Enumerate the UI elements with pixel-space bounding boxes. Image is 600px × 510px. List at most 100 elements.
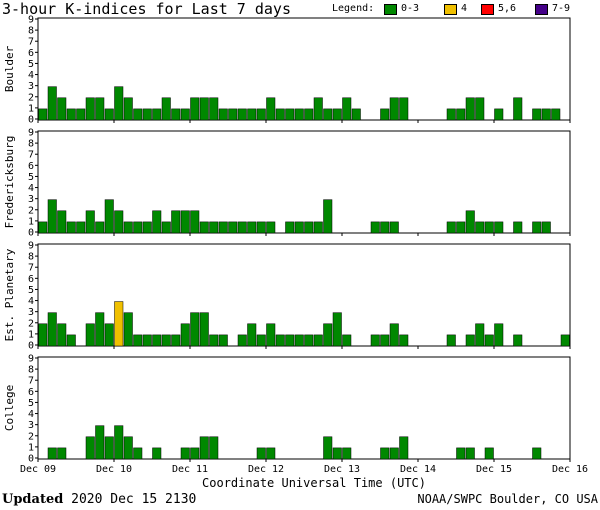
k-index-bar <box>85 436 95 460</box>
k-index-bar <box>133 221 143 234</box>
chart-title: 3-hour K-indices for Last 7 days <box>2 0 291 18</box>
k-index-bar <box>294 334 304 347</box>
k-index-bar <box>465 210 475 234</box>
k-index-bar <box>38 108 48 121</box>
k-index-bar <box>199 221 209 234</box>
y-tick-label: 8 <box>28 252 34 263</box>
k-index-bar <box>114 86 124 121</box>
k-index-bar <box>266 323 276 347</box>
k-index-bar <box>456 221 466 234</box>
k-index-bar <box>332 447 342 460</box>
k-index-bar <box>95 221 105 234</box>
y-tick-label: 6 <box>28 387 34 398</box>
legend-swatch-active <box>444 4 457 15</box>
y-tick-label: 4 <box>28 296 34 307</box>
k-index-bar <box>456 447 466 460</box>
y-tick-label: 9 <box>28 15 34 26</box>
k-index-bar <box>389 97 399 121</box>
k-index-bar <box>180 108 190 121</box>
station-label: Boulder <box>3 45 16 92</box>
k-index-bar <box>199 436 209 460</box>
k-index-bar <box>285 221 295 234</box>
legend-text-active: 4 <box>461 3 468 14</box>
k-index-bar <box>266 447 276 460</box>
k-index-bar <box>142 221 152 234</box>
k-index-bar <box>218 221 228 234</box>
k-index-bar <box>209 334 219 347</box>
k-index-bar <box>171 334 181 347</box>
k-index-bar <box>494 108 504 121</box>
k-index-bar <box>237 334 247 347</box>
y-tick-label: 2 <box>28 318 34 329</box>
y-tick-label: 0 <box>28 454 34 465</box>
k-index-bar <box>57 210 67 234</box>
y-tick-label: 1 <box>28 103 34 114</box>
k-index-bar <box>256 334 266 347</box>
y-tick-label: 0 <box>28 228 34 239</box>
k-index-bar <box>323 436 333 460</box>
k-index-bar <box>389 221 399 234</box>
k-index-bar <box>351 108 361 121</box>
k-index-bar <box>123 221 133 234</box>
x-tick-label: Dec 15 <box>476 464 512 475</box>
k-index-bar <box>38 221 48 234</box>
k-index-bar <box>152 447 162 460</box>
k-index-bar <box>171 108 181 121</box>
k-index-plots: 0123456789Boulder0123456789Fredericksbur… <box>3 15 588 491</box>
k-index-bar <box>95 425 105 460</box>
k-index-bar <box>47 199 57 234</box>
y-tick-label: 0 <box>28 341 34 352</box>
credit-line: NOAA/SWPC Boulder, CO USA <box>417 492 598 506</box>
k-index-bar <box>199 312 209 347</box>
updated-value: 2020 Dec 15 2130 <box>71 492 197 507</box>
y-tick-label: 4 <box>28 409 34 420</box>
x-axis-title: Coordinate Universal Time (UTC) <box>202 476 426 490</box>
k-index-bar <box>323 199 333 234</box>
y-tick-label: 9 <box>28 128 34 139</box>
k-index-bar <box>275 334 285 347</box>
y-tick-label: 5 <box>28 59 34 70</box>
legend-swatch-quiet <box>384 4 397 15</box>
k-index-bar <box>475 323 485 347</box>
k-index-bar <box>313 97 323 121</box>
station-label: Est. Planetary <box>3 248 16 341</box>
k-index-bar <box>541 108 551 121</box>
y-tick-label: 5 <box>28 172 34 183</box>
panel-frame <box>37 130 571 234</box>
legend-swatch-severe <box>535 4 548 15</box>
y-tick-label: 7 <box>28 37 34 48</box>
panel-frame <box>37 17 571 121</box>
y-tick-label: 7 <box>28 150 34 161</box>
k-index-bar <box>313 334 323 347</box>
k-index-bar <box>66 108 76 121</box>
k-index-bar <box>180 210 190 234</box>
k-index-bar <box>446 334 456 347</box>
k-index-bar <box>180 447 190 460</box>
k-index-bar <box>304 334 314 347</box>
k-index-bar <box>152 108 162 121</box>
y-tick-label: 0 <box>28 115 34 126</box>
k-index-bar <box>104 199 114 234</box>
k-index-bar <box>76 221 86 234</box>
legend-text-storm: 5,6 <box>498 3 517 14</box>
y-tick-label: 5 <box>28 398 34 409</box>
k-index-bar <box>332 312 342 347</box>
k-index-bar <box>57 97 67 121</box>
x-tick-label: Dec 09 <box>20 464 56 475</box>
k-index-bar <box>95 312 105 347</box>
k-index-bar <box>313 221 323 234</box>
k-index-bar <box>446 221 456 234</box>
y-tick-label: 2 <box>28 205 34 216</box>
k-index-bar <box>380 108 390 121</box>
k-index-bar <box>465 97 475 121</box>
k-index-bar <box>85 97 95 121</box>
k-index-bar <box>551 108 561 121</box>
x-tick-label: Dec 12 <box>248 464 284 475</box>
k-index-bar <box>38 323 48 347</box>
x-tick-label: Dec 10 <box>96 464 132 475</box>
k-index-bar <box>294 108 304 121</box>
k-index-bar <box>266 97 276 121</box>
